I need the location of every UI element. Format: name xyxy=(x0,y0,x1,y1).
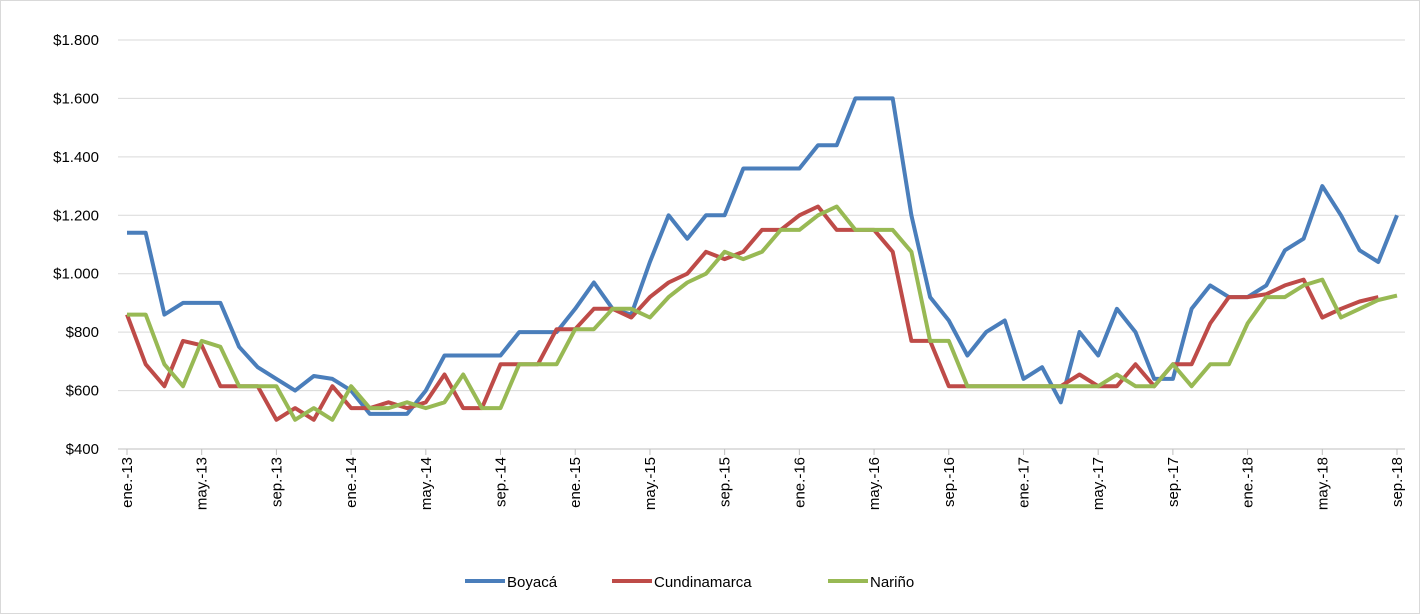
y-tick-label: $800 xyxy=(66,324,99,341)
y-tick-label: $1.600 xyxy=(53,90,99,107)
legend-label: Nariño xyxy=(870,574,914,591)
x-tick-label: may.-13 xyxy=(194,457,211,510)
y-tick-label: $600 xyxy=(66,383,99,400)
x-tick-label: may.-17 xyxy=(1090,457,1107,510)
y-tick-label: $400 xyxy=(66,441,99,458)
x-tick-label: ene.-18 xyxy=(1240,457,1257,508)
line-series xyxy=(127,96,1399,416)
x-tick-label: sep.-15 xyxy=(717,457,734,507)
x-tick-label: ene.-14 xyxy=(343,457,360,508)
x-tick-label: sep.-17 xyxy=(1165,457,1182,507)
line-series xyxy=(127,204,1398,422)
x-tick-label: ene.-17 xyxy=(1015,457,1032,508)
x-tick-label: ene.-16 xyxy=(791,457,808,508)
x-tick-label: ene.-15 xyxy=(567,457,584,508)
x-tick-label: ene.-13 xyxy=(119,457,136,508)
x-tick-label: may.-16 xyxy=(866,457,883,510)
x-tick-label: sep.-16 xyxy=(941,457,958,507)
x-tick-label: may.-14 xyxy=(418,457,435,510)
y-tick-label: $1.000 xyxy=(53,266,99,283)
y-tick-label: $1.400 xyxy=(53,149,99,166)
x-tick-label: sep.-13 xyxy=(268,457,285,507)
x-tick-label: sep.-18 xyxy=(1389,457,1406,507)
x-tick-label: sep.-14 xyxy=(493,457,510,507)
x-tick-label: may.-15 xyxy=(642,457,659,510)
legend-label: Cundinamarca xyxy=(654,574,752,591)
y-tick-label: $1.800 xyxy=(53,32,99,49)
legend-label: Boyacá xyxy=(507,574,558,591)
x-tick-label: may.-18 xyxy=(1314,457,1331,510)
y-tick-label: $1.200 xyxy=(53,207,99,224)
